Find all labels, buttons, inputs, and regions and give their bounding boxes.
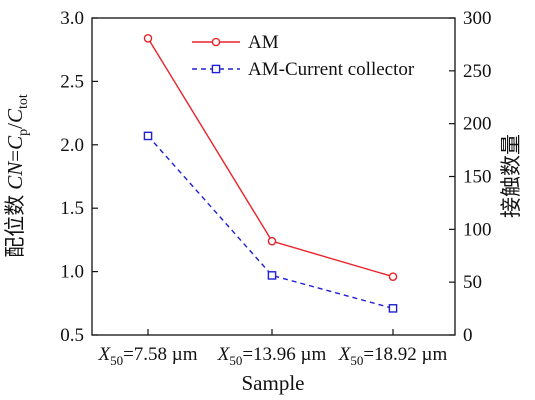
right-tick-label: 200 (463, 114, 492, 135)
x-axis-title: Sample (242, 371, 305, 395)
left-tick-label: 2.0 (60, 135, 84, 156)
left-tick-label: 3.0 (60, 8, 84, 29)
left-y-axis: 0.5 1.0 1.5 2.0 2.5 3.0 (60, 8, 98, 346)
right-tick-label: 0 (463, 325, 473, 346)
data-point-circle (267, 236, 277, 246)
left-tick-label: 1.5 (60, 198, 84, 219)
right-y-axis: 0 50 100 150 200 250 300 (449, 8, 492, 346)
data-point-square (267, 271, 277, 280)
left-y-axis-title-sub-p: p (16, 129, 31, 136)
left-y-axis-title-slash: / (3, 123, 27, 129)
left-y-axis-title-c1: C (3, 135, 27, 150)
left-tick-label: 0.5 (60, 325, 84, 346)
left-y-axis-title: 配位数CN=Cp/Ctot (3, 94, 31, 258)
data-point-square (388, 304, 398, 313)
legend-label: AM-Current collector (248, 59, 415, 80)
left-y-axis-title-cn: CN (3, 161, 27, 190)
right-tick-label: 50 (463, 272, 482, 293)
legend-marker (211, 37, 221, 47)
left-tick-label: 2.5 (60, 71, 84, 92)
data-point-circle (143, 33, 153, 43)
right-y-axis-title: 接触数量 (499, 134, 523, 218)
legend-label: AM (248, 32, 279, 53)
left-y-axis-title-sub-tot: tot (16, 94, 31, 109)
data-point-circle (388, 272, 398, 281)
right-tick-label: 300 (463, 8, 492, 29)
left-tick-label: 1.0 (60, 262, 84, 283)
x-axis: X50=7.58 µm X50=13.96 µm X50=18.92 µm (97, 329, 447, 368)
x-tick-label: X50=13.96 µm (217, 344, 327, 368)
right-tick-label: 150 (463, 167, 492, 188)
legend-marker (211, 64, 221, 74)
x-tick-label: X50=7.58 µm (97, 344, 197, 368)
right-tick-label: 100 (463, 219, 492, 240)
legend: AM AM-Current collector (192, 32, 415, 80)
data-point-square (143, 131, 153, 141)
x-tick-label: X50=18.92 µm (338, 344, 448, 368)
left-y-axis-title-cjk: 配位数 (3, 195, 27, 258)
left-y-axis-title-c2: C (3, 108, 27, 123)
series-layer (143, 33, 398, 313)
left-y-axis-title-eq: = (3, 150, 27, 162)
right-tick-label: 250 (463, 61, 492, 82)
series-line-am-current-collector (147, 135, 394, 310)
